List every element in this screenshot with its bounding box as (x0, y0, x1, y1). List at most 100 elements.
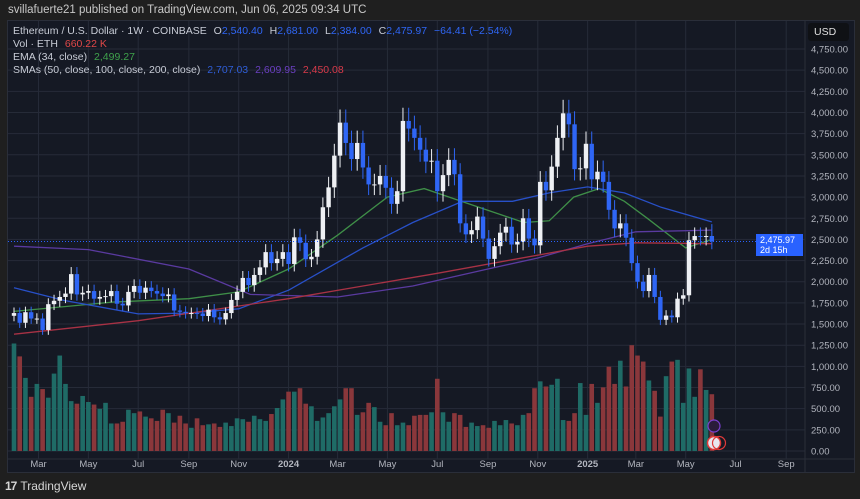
volume-bar (652, 390, 657, 451)
volume-bar (429, 412, 434, 451)
candle-body (63, 293, 68, 297)
candle-body (234, 291, 240, 300)
volume-bar (160, 409, 166, 451)
candle-body (606, 181, 612, 210)
candle-body (217, 317, 223, 320)
y-tick-label: 4,250.00 (811, 87, 848, 98)
candle-body (355, 142, 360, 160)
volume-bar (412, 415, 417, 451)
candle-body (566, 113, 572, 125)
y-tick-label: 1,750.00 (811, 298, 848, 309)
volume-bar (303, 403, 309, 451)
volume-bar (377, 421, 383, 451)
volume-bar (291, 391, 297, 451)
candle-body (337, 122, 343, 156)
candle-body (69, 274, 74, 294)
candle-body (681, 295, 686, 299)
volume-bar (80, 395, 85, 451)
x-tick-label: May (378, 459, 396, 470)
sma-legend: SMAs (50, close, 100, close, 200, close)… (13, 64, 344, 76)
y-tick-label: 250.00 (811, 425, 840, 436)
close-value: 2,475.97 (386, 25, 428, 37)
volume-bar (234, 418, 240, 451)
volume-bar (366, 402, 371, 451)
volume-bar (177, 415, 183, 451)
candle-body (549, 166, 554, 191)
volume-bar (217, 426, 223, 451)
x-tick-label: Nov (230, 459, 247, 470)
sma50-value: 2,707.03 (207, 64, 249, 76)
candle-body (600, 171, 606, 182)
candle-body (17, 313, 22, 323)
candle-body (297, 237, 303, 243)
volume-bar (269, 414, 274, 451)
volume-bar (526, 413, 532, 451)
volume-bar (583, 414, 589, 451)
y-tick-label: 1,250.00 (811, 341, 848, 352)
candle-body (137, 285, 143, 293)
candle-body (109, 291, 114, 297)
volume-label: Vol · ETH (13, 38, 58, 50)
volume-bar (509, 423, 514, 451)
open-value: 2,540.40 (221, 25, 263, 37)
x-tick-label: Jul (729, 459, 741, 470)
volume-bar (68, 401, 74, 451)
volume-bar (274, 408, 280, 451)
volume-bar (337, 399, 343, 451)
sma200-value: 2,450.08 (302, 64, 344, 76)
volume-bar (669, 361, 675, 451)
sma-100-line (13, 229, 712, 298)
volume-bar (91, 404, 97, 451)
candle-body (589, 143, 594, 180)
candle-body (91, 291, 97, 299)
candle-body (435, 160, 440, 192)
candle-body (86, 291, 91, 293)
candle-body (246, 277, 251, 286)
candle-body (160, 293, 165, 297)
volume-bar (640, 361, 646, 451)
volume-bar (343, 388, 349, 451)
y-tick-label: 3,750.00 (811, 129, 848, 140)
candle-body (492, 246, 497, 259)
candle-body (663, 315, 669, 320)
volume-bar (680, 402, 686, 451)
candle-body (629, 237, 634, 264)
candle-body (286, 252, 291, 264)
volume-bar (389, 413, 394, 451)
sma-label: SMAs (50, close, 100, close, 200, close) (13, 64, 201, 76)
brand-name[interactable]: TradingView (20, 479, 87, 493)
candle-body (154, 291, 160, 294)
currency-button[interactable]: USD (808, 23, 849, 41)
candle-body (46, 304, 51, 330)
volume-bar (686, 368, 692, 451)
x-tick-label: Nov (529, 459, 546, 470)
current-price-label: 2,475.97 2d 15h (756, 234, 803, 256)
volume-bar (394, 425, 400, 451)
volume-bar (97, 408, 103, 451)
volume-bar (555, 378, 560, 451)
candle-body (263, 252, 268, 268)
change-value: −64.41 (−2.54%) (434, 25, 513, 37)
candle-body (709, 236, 715, 242)
volume-bar (595, 402, 600, 451)
volume-bar (63, 383, 68, 451)
candle-body (366, 167, 371, 185)
candle-body (469, 230, 474, 235)
candle-body (395, 191, 400, 204)
volume-bar (515, 425, 520, 451)
candle-body (669, 315, 674, 318)
low-label: L (325, 25, 331, 37)
volume-bar (606, 366, 612, 451)
ema-value: 2,499.27 (94, 51, 135, 63)
candle-body (372, 184, 377, 186)
candle-body (257, 267, 263, 275)
high-label: H (269, 25, 278, 37)
candle-body (686, 240, 692, 296)
volume-bar (200, 425, 206, 451)
volume-bar (349, 388, 354, 451)
volume-bar (492, 420, 497, 451)
candle-body (183, 311, 188, 314)
candle-body (578, 168, 583, 170)
candle-body (189, 313, 194, 315)
